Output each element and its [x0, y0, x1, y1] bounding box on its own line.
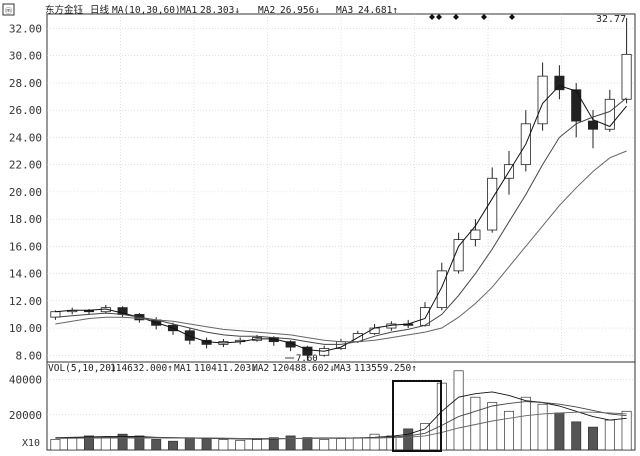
price-tick-label: 32.00: [9, 22, 42, 35]
ma-line-1: [55, 85, 627, 352]
volume-bar: [554, 412, 565, 451]
volume-bar: [67, 437, 78, 451]
price-tick-label: 14.00: [9, 268, 42, 281]
volume-bars: [50, 370, 632, 451]
volume-bar: [252, 439, 262, 451]
price-tick-label: 10.00: [9, 322, 42, 335]
volume-bar: [268, 437, 279, 451]
vol-ma3-label: MA3: [334, 363, 351, 374]
volume-bar: [453, 370, 464, 451]
volume-bar: [218, 439, 229, 451]
candle-body: [621, 53, 632, 100]
volume-bar: [403, 428, 414, 451]
volume-bar: [50, 439, 61, 451]
ma3-label: MA3: [336, 5, 353, 16]
diamond-icon: [436, 14, 442, 20]
price-tick-label: 12.00: [9, 295, 42, 308]
volume-bar: [487, 402, 498, 451]
ma2-label: MA2: [258, 5, 275, 16]
price-tick-label: 20.00: [9, 186, 42, 199]
volume-bar: [420, 423, 430, 451]
price-tick-label: 28.00: [9, 77, 42, 90]
price-tick-label: 16.00: [9, 240, 42, 253]
volume-ma-lines: [55, 391, 627, 440]
corner-label: X10: [22, 438, 40, 449]
volume-bar: [117, 433, 128, 451]
price-tick-label: 26.00: [9, 104, 42, 117]
marker-icons: [429, 14, 515, 20]
vol-value: 114632.000↑: [110, 363, 173, 374]
candle-body: [302, 346, 313, 356]
last-price: 32.77: [596, 14, 626, 25]
volume-bar: [184, 437, 195, 451]
volume-bar: [151, 439, 162, 451]
vol-label: VOL(5,10,20): [48, 363, 117, 374]
candle-body: [537, 75, 548, 125]
ma1-label: MA1: [180, 5, 197, 16]
volume-bar: [604, 419, 615, 451]
volume-bar: [134, 435, 145, 451]
volume-bar: [537, 403, 548, 451]
volume-bar: [235, 439, 246, 451]
ma3-value: 24.681↑: [358, 5, 398, 16]
volume-bar: [336, 438, 346, 451]
price-tick-label: 24.00: [9, 131, 42, 144]
diamond-icon: [453, 14, 459, 20]
volume-bar: [84, 435, 94, 451]
candle-body: [587, 120, 599, 130]
volume-bar: [100, 436, 111, 451]
candle-body: [436, 270, 447, 309]
candle-body: [554, 75, 565, 91]
ma2-value: 26.956↓: [280, 5, 320, 16]
stock-title: 东方金钰: [45, 4, 84, 16]
volume-bar: [588, 426, 598, 451]
ma-params: MA(10,30,60): [112, 5, 181, 16]
diamond-icon: [481, 14, 487, 20]
ma1-value: 28.303↓: [200, 5, 240, 16]
volume-bar: [504, 410, 514, 451]
ma-lines: [55, 85, 627, 352]
price-grid: 32.00 30.00 28.00 26.00 24.00 22.00 20.00 18.00…: [9, 14, 635, 362]
volume-bar: [201, 438, 212, 451]
volume-bar: [168, 440, 178, 451]
vol-ma2-label: MA2: [252, 363, 269, 374]
volume-bar: [319, 439, 330, 451]
candle-body: [50, 311, 61, 318]
vol-ma2-value: 120488.602↓: [272, 363, 335, 374]
price-tick-label: 22.00: [9, 159, 42, 172]
period-label: 日线: [90, 4, 110, 16]
vol-ma3-value: 113559.250↑: [354, 363, 417, 374]
candle-body: [571, 89, 582, 122]
price-tick-label: 30.00: [9, 50, 42, 63]
volume-bar: [520, 396, 531, 451]
candle-body: [604, 98, 615, 130]
low-annotation: 7.60: [296, 354, 318, 364]
vol-ma1-value: 110411.203↓: [194, 363, 257, 374]
volume-bar: [621, 410, 632, 451]
candle-body: [369, 327, 380, 334]
volume-bar: [302, 437, 313, 451]
volume-bar: [285, 435, 296, 451]
code-box[interactable]: [2, 3, 15, 16]
candle-body: [184, 330, 195, 341]
candle-body: [453, 239, 464, 272]
candle-body: [487, 177, 498, 231]
candle-body: [319, 348, 330, 356]
ma-line-3: [55, 150, 627, 343]
volume-ma-line-3: [55, 411, 627, 439]
price-tick-label: 18.00: [9, 213, 42, 226]
volume-tick-label: 20000: [9, 409, 42, 422]
diamond-icon: [429, 14, 435, 20]
volume-bar: [571, 421, 582, 451]
code-label: ⓜ: [5, 7, 12, 15]
price-tick-label: 8.00: [16, 349, 43, 362]
volume-bar: [352, 437, 363, 451]
volume-bar: [369, 433, 380, 451]
vol-ma1-label: MA1: [174, 363, 191, 374]
diamond-icon: [509, 14, 515, 20]
candle-body: [470, 229, 481, 240]
volume-tick-label: 40000: [9, 374, 42, 387]
highlight-box: [392, 380, 442, 452]
